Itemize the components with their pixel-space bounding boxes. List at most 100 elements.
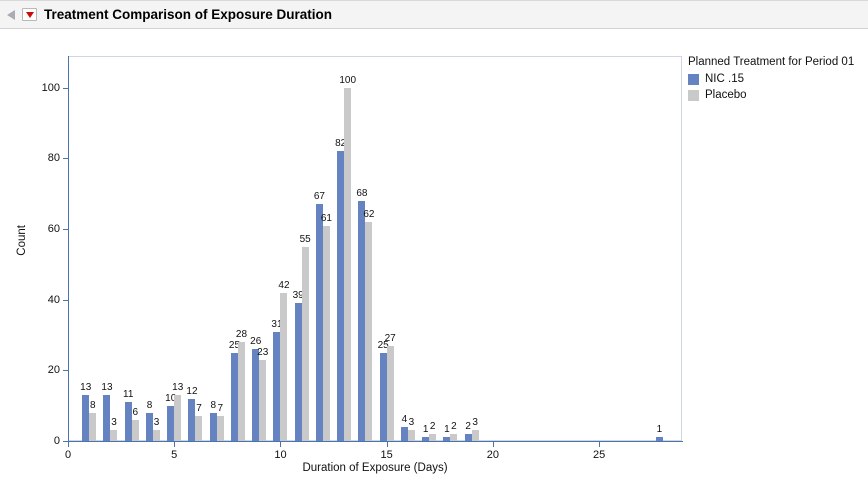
y-tick-label: 20 xyxy=(47,364,60,377)
bar-value-label: 25 xyxy=(228,339,241,351)
bar-value-label: 27 xyxy=(384,332,396,344)
bar-value-label: 12 xyxy=(186,385,198,397)
report-title: Treatment Comparison of Exposure Duratio… xyxy=(44,7,333,22)
bar-placebo-day-7[interactable] xyxy=(216,416,224,441)
y-tick xyxy=(63,299,68,301)
bar-value-label: 26 xyxy=(250,336,262,348)
bar-nic-day-15[interactable] xyxy=(379,352,387,441)
bar-placebo-day-15[interactable] xyxy=(386,345,394,441)
plot-frame xyxy=(68,56,682,441)
bar-placebo-day-1[interactable] xyxy=(89,412,97,441)
x-axis-title: Duration of Exposure (Days) xyxy=(302,462,448,474)
bar-nic-day-18[interactable] xyxy=(443,437,451,441)
bar-value-label: 3 xyxy=(472,417,478,429)
bar-value-label: 3 xyxy=(111,417,117,429)
bar-value-label: 7 xyxy=(217,403,223,415)
bar-value-label: 11 xyxy=(123,389,134,401)
bar-value-label: 100 xyxy=(339,74,357,86)
bar-placebo-day-6[interactable] xyxy=(195,416,203,441)
bar-nic-day-2[interactable] xyxy=(103,395,111,441)
bar-value-label: 2 xyxy=(451,420,457,432)
bar-nic-day-7[interactable] xyxy=(209,412,217,441)
bar-placebo-day-13[interactable] xyxy=(344,87,352,441)
bar-nic-day-5[interactable] xyxy=(167,405,175,441)
bar-value-label: 62 xyxy=(363,209,375,220)
bar-placebo-day-16[interactable] xyxy=(407,430,415,441)
bar-nic-day-10[interactable] xyxy=(273,331,281,441)
bar-nic-day-9[interactable] xyxy=(252,349,260,441)
bar-value-label: 68 xyxy=(356,187,368,199)
bar-placebo-day-9[interactable] xyxy=(259,359,267,441)
bar-placebo-day-3[interactable] xyxy=(131,419,139,441)
x-tick-label: 0 xyxy=(64,449,72,461)
bar-value-label: 1 xyxy=(656,424,663,436)
bar-placebo-day-8[interactable] xyxy=(237,342,245,441)
bar-nic-day-1[interactable] xyxy=(82,395,90,441)
bar-nic-day-4[interactable] xyxy=(145,412,153,441)
y-tick xyxy=(63,229,68,231)
bar-placebo-day-10[interactable] xyxy=(280,292,288,441)
x-tick-label: 20 xyxy=(486,449,500,461)
x-tick xyxy=(599,442,601,447)
bar-value-label: 28 xyxy=(235,329,248,341)
y-tick-label: 0 xyxy=(53,435,60,447)
y-axis-line xyxy=(68,56,69,442)
y-tick xyxy=(63,370,68,372)
legend-item-placebo[interactable]: Placebo xyxy=(688,89,854,101)
bar-nic-day-6[interactable] xyxy=(188,398,196,441)
red-triangle-menu-icon[interactable] xyxy=(22,8,37,21)
bar-placebo-day-18[interactable] xyxy=(450,433,458,441)
bar-value-label: 4 xyxy=(401,413,408,425)
bar-nic-day-14[interactable] xyxy=(358,200,366,441)
red-triangle-glyph xyxy=(25,11,34,18)
bar-value-label: 7 xyxy=(196,403,202,415)
legend-swatch-placebo xyxy=(688,89,699,101)
x-axis-line xyxy=(68,441,683,442)
bar-value-label: 23 xyxy=(257,346,269,358)
x-tick xyxy=(386,442,388,447)
bar-nic-day-3[interactable] xyxy=(124,402,132,441)
x-tick-label: 10 xyxy=(274,449,287,461)
bar-value-label: 8 xyxy=(210,399,216,411)
bar-placebo-day-5[interactable] xyxy=(174,395,182,441)
x-tick xyxy=(68,442,69,447)
x-tick xyxy=(174,442,176,447)
bar-placebo-day-17[interactable] xyxy=(429,433,437,441)
bar-nic-day-8[interactable] xyxy=(230,352,238,441)
bar-nic-day-28[interactable] xyxy=(655,437,663,441)
x-tick xyxy=(280,442,282,447)
bar-value-label: 8 xyxy=(89,399,96,411)
bar-nic-day-11[interactable] xyxy=(294,303,302,441)
bar-placebo-day-19[interactable] xyxy=(471,430,479,441)
bar-value-label: 31 xyxy=(271,318,283,330)
x-tick-label: 5 xyxy=(171,449,178,461)
bar-nic-day-19[interactable] xyxy=(464,433,472,441)
legend: Planned Treatment for Period 01 NIC .15 … xyxy=(688,56,854,101)
legend-label-placebo: Placebo xyxy=(705,89,747,101)
bar-value-label: 13 xyxy=(101,382,113,394)
legend-item-nic[interactable]: NIC .15 xyxy=(688,73,854,85)
bar-nic-day-16[interactable] xyxy=(400,426,408,441)
y-axis-title: Count xyxy=(16,225,28,256)
x-tick-label: 25 xyxy=(593,449,606,461)
legend-swatch-nic xyxy=(688,73,699,85)
bar-value-label: 82 xyxy=(335,138,347,150)
bar-placebo-day-11[interactable] xyxy=(301,246,309,441)
bar-placebo-day-4[interactable] xyxy=(152,430,160,441)
bar-nic-day-12[interactable] xyxy=(315,204,323,441)
y-tick-label: 100 xyxy=(41,81,60,94)
bar-placebo-day-14[interactable] xyxy=(365,222,373,441)
bar-value-label: 25 xyxy=(377,339,389,351)
y-tick-label: 80 xyxy=(47,152,60,165)
bar-placebo-day-12[interactable] xyxy=(322,225,330,441)
bar-value-label: 1 xyxy=(422,424,429,436)
disclosure-triangle-icon[interactable] xyxy=(7,9,15,20)
bar-nic-day-13[interactable] xyxy=(337,151,345,441)
bar-value-label: 61 xyxy=(320,212,332,224)
bar-value-label: 6 xyxy=(132,406,139,418)
bar-nic-day-17[interactable] xyxy=(422,437,430,441)
y-tick xyxy=(63,158,68,160)
bar-placebo-day-2[interactable] xyxy=(110,430,118,441)
bar-value-label: 2 xyxy=(465,420,471,432)
bar-value-label: 39 xyxy=(292,290,304,302)
